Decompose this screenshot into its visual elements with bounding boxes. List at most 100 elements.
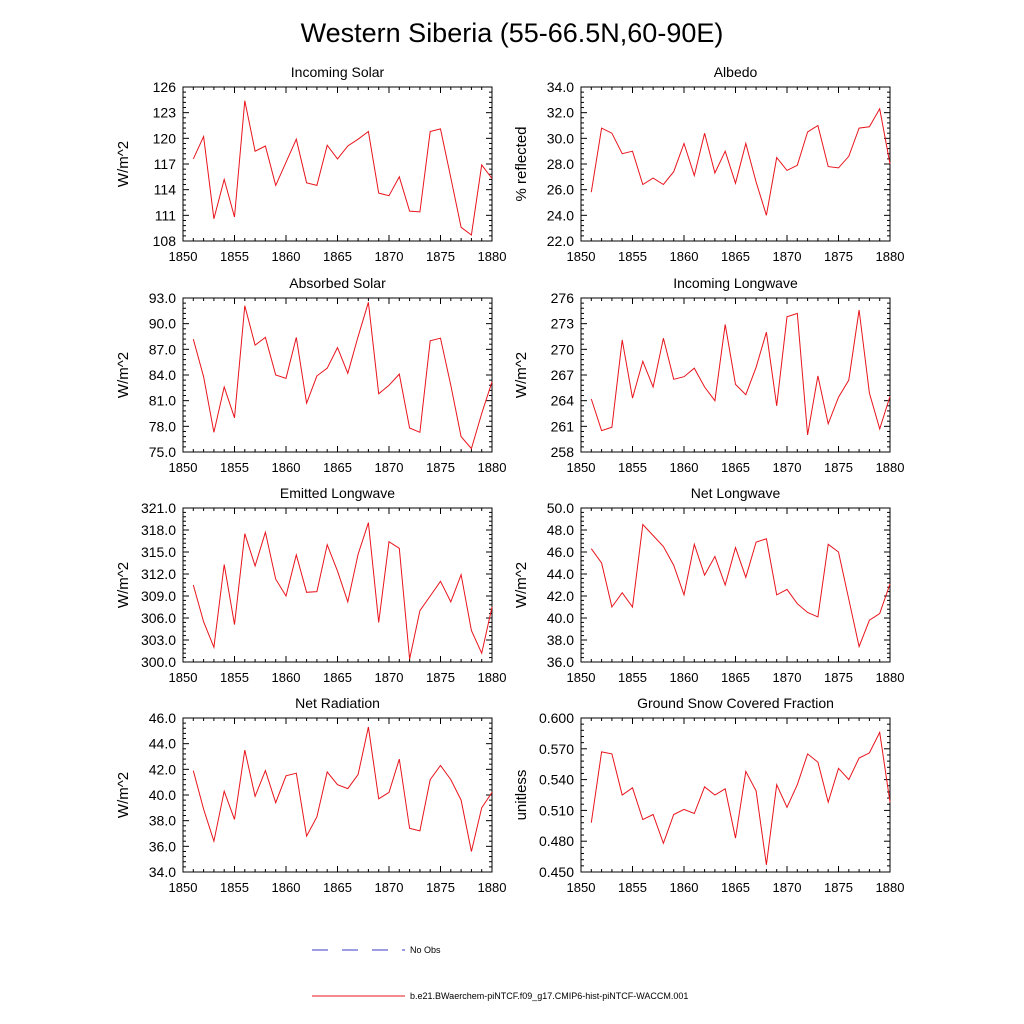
y-tick-label: 276	[551, 290, 575, 306]
y-tick-label: 300.0	[141, 654, 176, 670]
y-tick-label: 24.0	[547, 207, 574, 223]
y-tick-label: 123	[153, 105, 177, 121]
x-tick-label: 1860	[272, 249, 301, 264]
y-tick-label: 273	[551, 316, 575, 332]
x-tick-label: 1865	[323, 880, 352, 895]
y-tick-label: 261	[551, 418, 575, 434]
y-tick-label: 309.0	[141, 588, 176, 604]
x-tick-label: 1875	[426, 880, 455, 895]
y-axis-label: W/m^2	[115, 352, 132, 398]
x-tick-label: 1860	[272, 460, 301, 475]
x-tick-label: 1880	[876, 249, 905, 264]
panel-title: Incoming Longwave	[673, 275, 798, 291]
x-tick-label: 1850	[567, 460, 596, 475]
x-tick-label: 1860	[670, 670, 699, 685]
chart-panels: Incoming Solar W/m^2 1850 1855 1860 1865 1870 1…	[115, 64, 904, 895]
legend-label-model: b.e21.BWaerchem-piNTCF.f09_g17.CMIP6-his…	[410, 991, 688, 1001]
y-tick-label: 44.0	[149, 736, 176, 752]
y-tick-label: 0.540	[539, 772, 574, 788]
y-tick-label: 87.0	[149, 341, 176, 357]
plot-frame	[580, 297, 891, 453]
panel-net-radiation: Net Radiation W/m^2 1850 1855 1860 1865 1870 18…	[115, 695, 506, 895]
y-tick-label: 81.0	[149, 393, 176, 409]
x-tick-label: 1860	[670, 249, 699, 264]
x-tick-label: 1870	[375, 880, 404, 895]
x-tick-label: 1870	[773, 670, 802, 685]
y-tick-label: 34.0	[547, 79, 574, 95]
series-line	[192, 302, 493, 450]
y-tick-label: 120	[153, 130, 177, 146]
y-tick-label: 42.0	[149, 761, 176, 777]
y-axis-label: W/m^2	[115, 141, 132, 187]
x-tick-label: 1850	[567, 249, 596, 264]
y-tick-label: 0.570	[539, 741, 574, 757]
x-tick-label: 1860	[670, 880, 699, 895]
series-line	[192, 522, 493, 660]
series-line	[590, 107, 891, 216]
x-tick-label: 1860	[272, 880, 301, 895]
panel-title: Incoming Solar	[291, 64, 385, 80]
panel-title: Ground Snow Covered Fraction	[637, 695, 834, 711]
legend-label-no-obs: No Obs	[410, 945, 441, 955]
y-tick-label: 46.0	[547, 544, 574, 560]
y-tick-label: 312.0	[141, 566, 176, 582]
panel-title: Net Radiation	[295, 695, 380, 711]
y-tick-label: 36.0	[547, 654, 574, 670]
y-tick-label: 264	[551, 393, 575, 409]
x-tick-label: 1860	[272, 670, 301, 685]
y-tick-label: 0.600	[539, 710, 574, 726]
panel-incoming-solar: Incoming Solar W/m^2 1850 1855 1860 1865 1870 1…	[115, 64, 506, 264]
y-tick-label: 50.0	[547, 500, 574, 516]
y-tick-label: 93.0	[149, 290, 176, 306]
x-tick-label: 1875	[426, 249, 455, 264]
y-axis-label: unitless	[513, 770, 530, 821]
panel-absorbed-solar: Absorbed Solar W/m^2 1850 1855 1860 1865 1870 1…	[115, 275, 506, 475]
panel-albedo: Albedo % reflected 1850 1855 1860 1865 1870 187…	[513, 64, 904, 264]
y-tick-label: 0.450	[539, 864, 574, 880]
x-tick-label: 1880	[478, 460, 507, 475]
y-tick-label: 270	[551, 341, 575, 357]
legend: No Obs b.e21.BWaerchem-piNTCF.f09_g17.CM…	[312, 945, 688, 1001]
y-tick-label: 267	[551, 367, 575, 383]
x-tick-label: 1865	[721, 460, 750, 475]
x-tick-label: 1870	[773, 460, 802, 475]
panel-title: Absorbed Solar	[289, 275, 386, 291]
x-tick-label: 1855	[618, 460, 647, 475]
y-tick-label: 114	[154, 182, 177, 198]
y-tick-label: 318.0	[141, 522, 176, 538]
y-tick-label: 22.0	[547, 233, 574, 249]
y-tick-label: 32.0	[547, 105, 574, 121]
x-tick-label: 1860	[670, 460, 699, 475]
x-tick-label: 1855	[220, 670, 249, 685]
y-axis-label: W/m^2	[513, 562, 530, 608]
y-tick-label: 42.0	[547, 588, 574, 604]
x-tick-label: 1850	[169, 249, 198, 264]
series-line	[590, 309, 891, 435]
x-tick-label: 1870	[375, 249, 404, 264]
x-tick-label: 1865	[323, 670, 352, 685]
y-tick-label: 38.0	[149, 813, 176, 829]
y-tick-label: 30.0	[547, 130, 574, 146]
x-tick-label: 1855	[618, 249, 647, 264]
x-tick-label: 1870	[773, 249, 802, 264]
y-axis-label: % reflected	[513, 126, 530, 201]
x-tick-label: 1855	[220, 460, 249, 475]
x-tick-label: 1865	[721, 249, 750, 264]
y-tick-label: 108	[153, 233, 177, 249]
x-tick-label: 1855	[220, 249, 249, 264]
plot-frame	[182, 717, 493, 873]
panel-net-longwave: Net Longwave W/m^2 1850 1855 1860 1865 1870 187…	[513, 485, 904, 685]
series-line	[590, 730, 891, 865]
plot-frame	[580, 717, 891, 873]
x-tick-label: 1870	[375, 460, 404, 475]
x-tick-label: 1875	[824, 670, 853, 685]
x-tick-label: 1850	[567, 880, 596, 895]
figure-title: Western Siberia (55-66.5N,60-90E)	[301, 18, 724, 48]
panel-emitted-longwave: Emitted Longwave W/m^2 1850 1855 1860 1865 187…	[115, 485, 506, 685]
x-tick-label: 1880	[478, 670, 507, 685]
y-tick-label: 321.0	[141, 500, 176, 516]
x-tick-label: 1875	[426, 670, 455, 685]
plot-frame	[182, 297, 493, 453]
x-tick-label: 1855	[618, 880, 647, 895]
x-tick-label: 1865	[721, 670, 750, 685]
